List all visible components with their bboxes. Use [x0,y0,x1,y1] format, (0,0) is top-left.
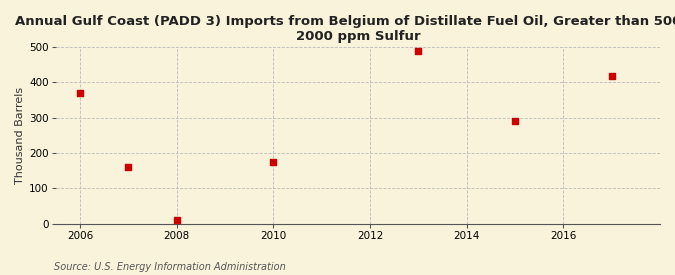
Point [268,160,279,164]
Point [510,119,520,123]
Point [123,164,134,169]
Point [606,74,617,78]
Text: Source: U.S. Energy Information Administration: Source: U.S. Energy Information Administ… [54,262,286,272]
Point [413,49,424,53]
Point [74,91,85,95]
Y-axis label: Thousand Barrels: Thousand Barrels [15,87,25,184]
Title: Annual Gulf Coast (PADD 3) Imports from Belgium of Distillate Fuel Oil, Greater : Annual Gulf Coast (PADD 3) Imports from … [15,15,675,43]
Point [171,218,182,222]
